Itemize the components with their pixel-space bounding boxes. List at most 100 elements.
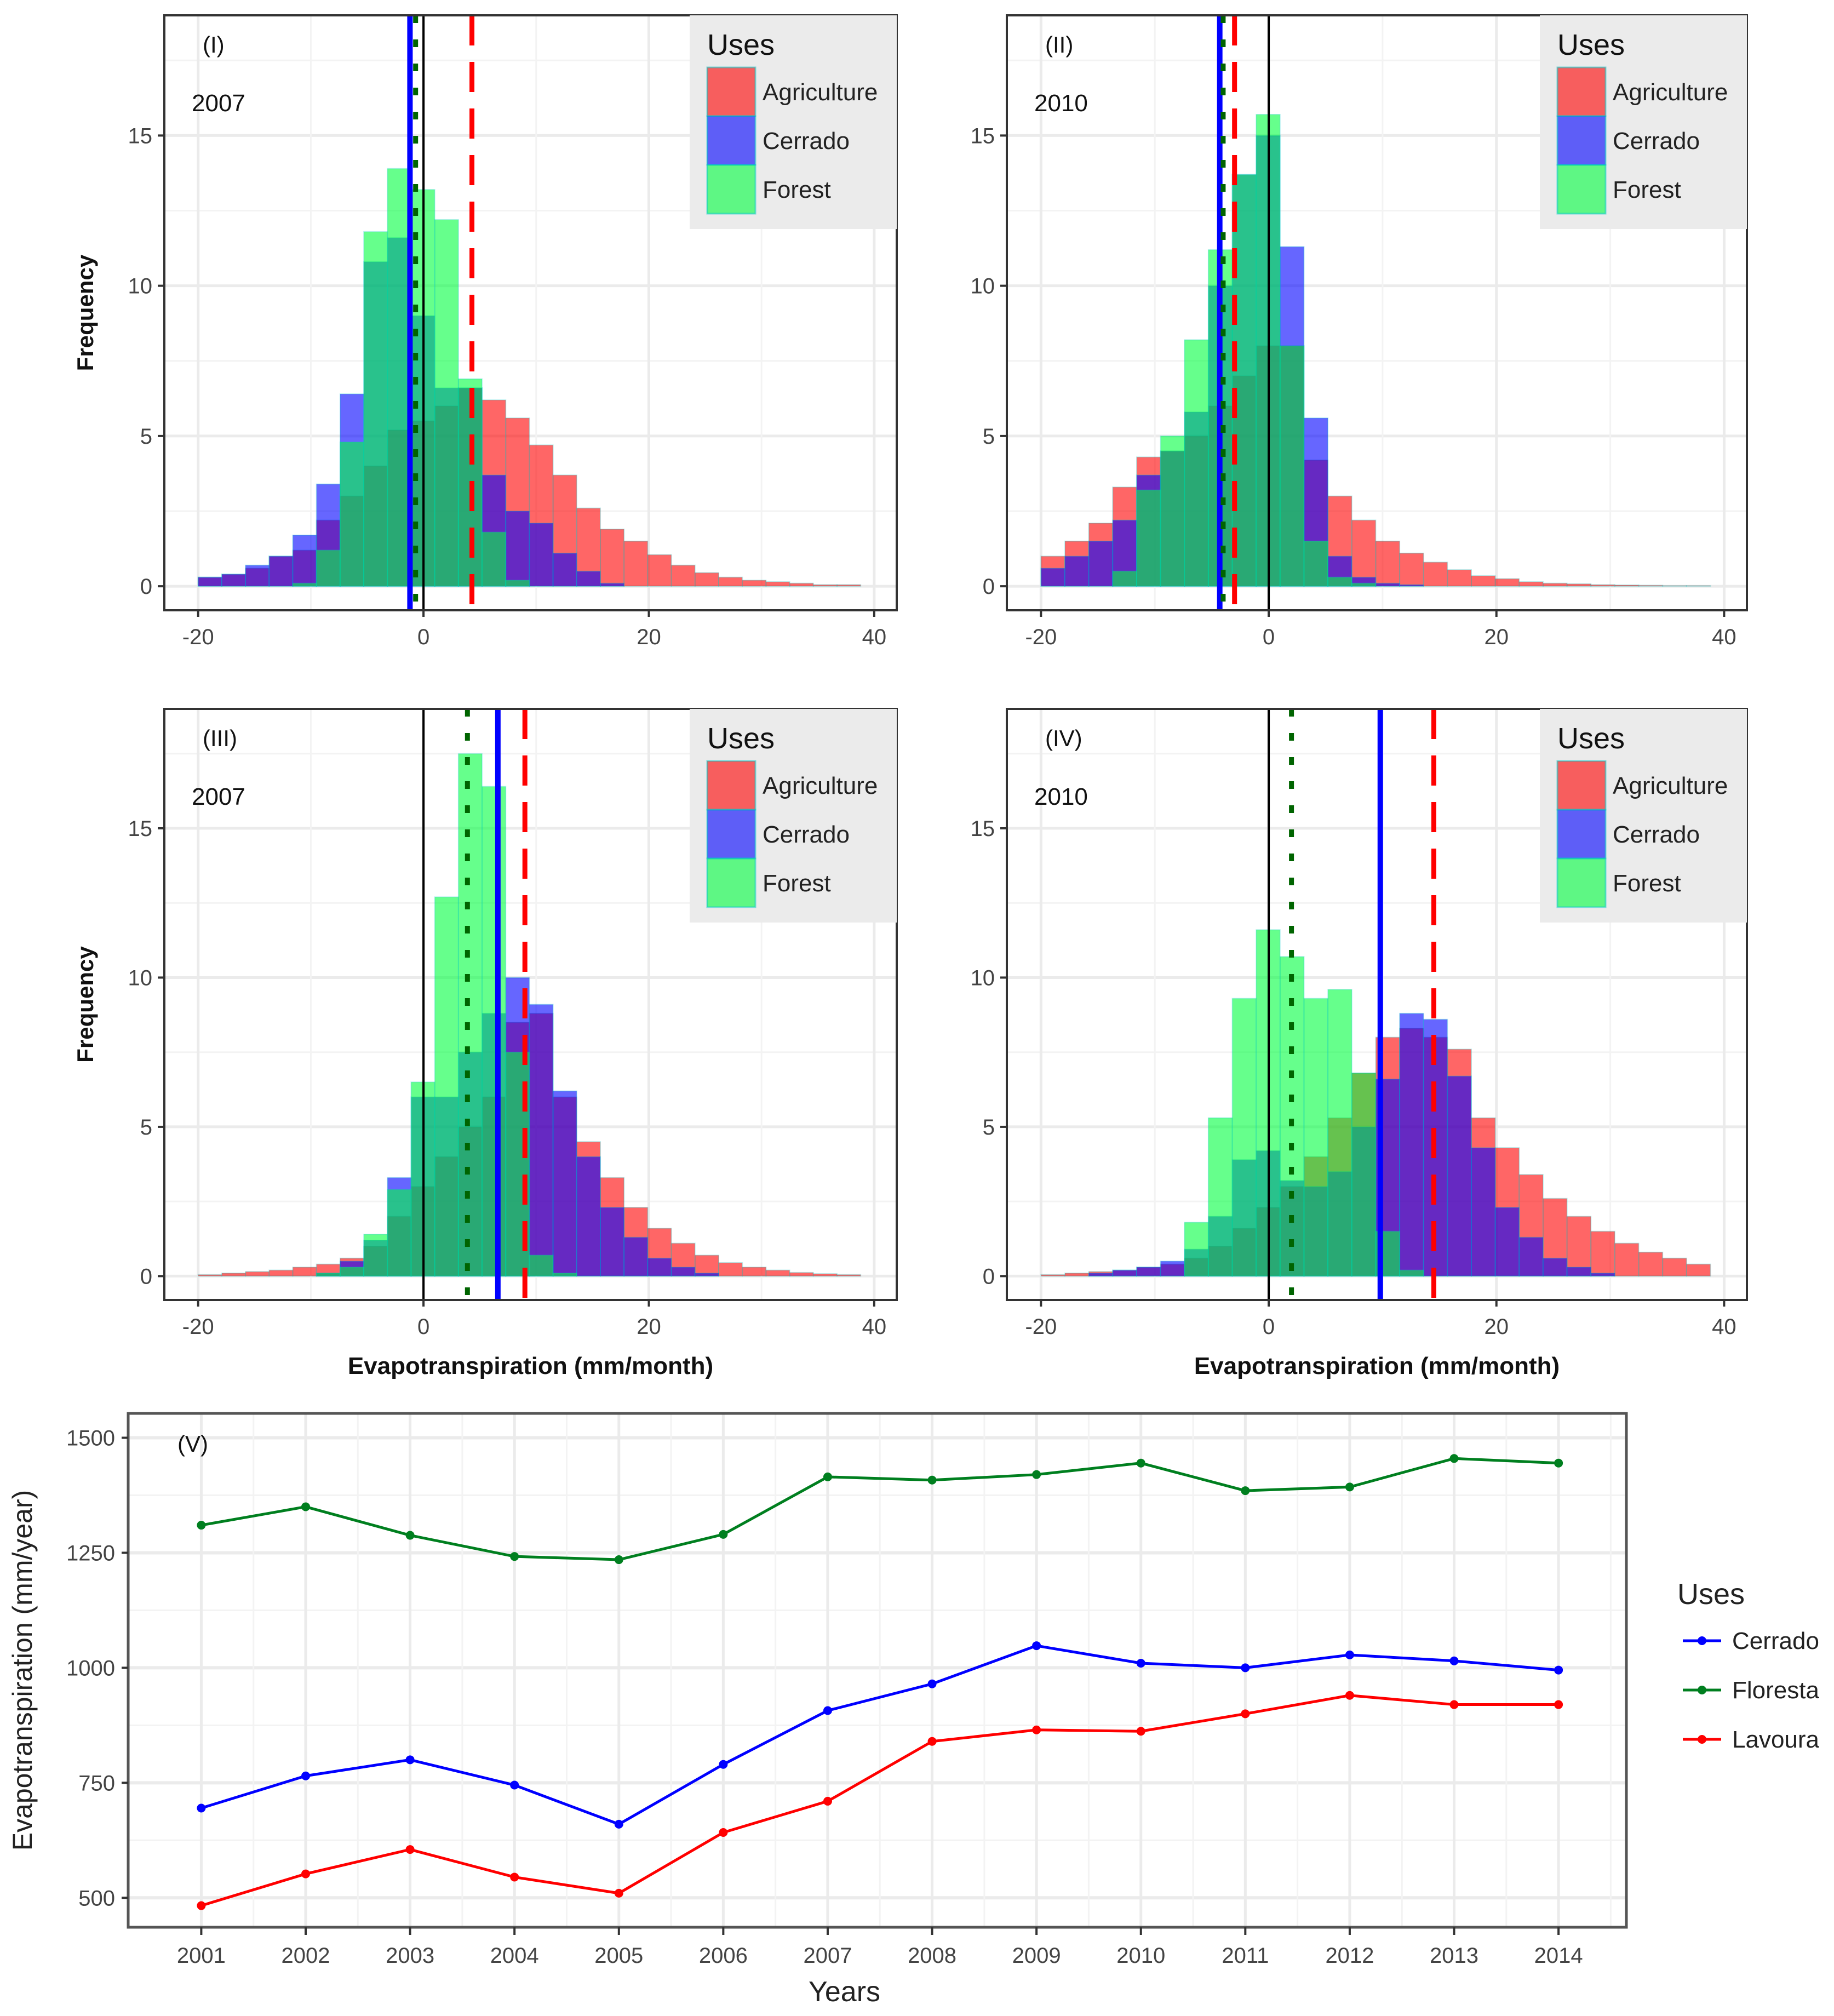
y-tick-label: 15 xyxy=(971,817,995,841)
data-point-lavoura xyxy=(1449,1700,1459,1709)
histogram-bar-agriculture xyxy=(789,1272,814,1277)
histogram-bar-cerrado xyxy=(1064,555,1090,587)
histogram-bar-cerrado xyxy=(694,1272,720,1277)
histogram-bar-agriculture xyxy=(1518,581,1544,587)
data-point-cerrado xyxy=(1449,1656,1459,1665)
y-tick-label: 15 xyxy=(971,124,995,148)
histogram-bar-cerrado xyxy=(1040,568,1066,587)
histogram-bar-agriculture xyxy=(1662,1257,1687,1277)
histogram-bar-agriculture xyxy=(742,1267,767,1277)
x-tick-label: 2011 xyxy=(1222,1944,1269,1968)
histogram-bar-cerrado xyxy=(1088,540,1114,587)
histogram-bar-forest xyxy=(1351,1072,1377,1277)
histogram-bar-cerrado xyxy=(552,1090,577,1277)
data-point-floresta xyxy=(1136,1458,1145,1468)
y-tick-label: 750 xyxy=(78,1771,115,1795)
histogram-bar-agriculture xyxy=(1542,582,1568,587)
data-point-floresta xyxy=(301,1502,311,1511)
plot-background xyxy=(128,1413,1626,1927)
histogram-bar-forest xyxy=(1327,576,1352,587)
histogram-bar-agriculture xyxy=(221,1272,247,1277)
y-tick-label: 10 xyxy=(971,966,995,990)
data-point-floresta xyxy=(1554,1458,1563,1468)
data-point-cerrado xyxy=(927,1679,937,1688)
histogram-bar-cerrado xyxy=(1399,584,1424,587)
y-tick-label: 10 xyxy=(971,274,995,299)
legend-label-cerrado: Cerrado xyxy=(763,128,850,154)
histogram-bar-cerrado xyxy=(1447,1075,1472,1277)
histogram-bar-forest xyxy=(1399,1269,1424,1277)
data-point-floresta xyxy=(927,1475,937,1485)
histogram-bar-forest xyxy=(1136,489,1161,587)
x-tick-label: 0 xyxy=(1263,625,1275,649)
data-point-lavoura xyxy=(614,1888,623,1898)
histogram-bar-cerrado xyxy=(552,552,577,587)
histogram-bar-forest xyxy=(552,1272,577,1277)
x-tick-label: 20 xyxy=(1484,1315,1509,1339)
panel-label: (V) xyxy=(177,1431,208,1457)
data-point-lavoura xyxy=(1345,1691,1354,1700)
data-point-floresta xyxy=(614,1555,623,1565)
histogram-bar-forest xyxy=(505,580,530,587)
data-point-floresta xyxy=(1449,1454,1459,1463)
histogram-bar-agriculture xyxy=(670,564,696,587)
data-point-cerrado xyxy=(510,1780,519,1790)
histogram-bar-agriculture xyxy=(1494,578,1520,587)
legend-key-agriculture xyxy=(706,760,756,811)
histogram-bar-agriculture xyxy=(742,580,767,587)
histogram-bar-cerrado xyxy=(268,555,294,587)
histogram-bar-forest xyxy=(1231,998,1257,1277)
histogram-bar-cerrado xyxy=(670,1267,696,1277)
histogram-bar-cerrado xyxy=(1088,1272,1114,1277)
data-point-floresta xyxy=(1345,1482,1354,1492)
histogram-bar-cerrado xyxy=(1518,1236,1544,1277)
histogram-bar-cerrado xyxy=(529,522,554,587)
histogram-bar-cerrado xyxy=(576,570,601,587)
histogram-panel-4: 0 5 10 15 -20 0 20 40 (IV) 2010 Evapotranspiration… xyxy=(971,708,1748,1379)
histogram-bar-agriculture xyxy=(1686,1263,1711,1277)
legend-key-cerrado xyxy=(1556,809,1607,860)
legend-title: Uses xyxy=(1557,722,1625,755)
histogram-bar-forest xyxy=(1184,1222,1209,1277)
x-tick-label: 2014 xyxy=(1534,1944,1583,1968)
histogram-bar-cerrado xyxy=(1136,1267,1161,1277)
histogram-bar-forest xyxy=(1207,1117,1233,1277)
legend-label-cerrado: Cerrado xyxy=(1613,128,1700,154)
line-chart-panel-v: 500 750 1000 1250 1500 2001 2002 2003 2004 2005 20… xyxy=(7,1412,1820,2008)
data-point-cerrado xyxy=(614,1819,623,1829)
legend-key-forest xyxy=(1556,164,1607,215)
histogram-bar-agriculture xyxy=(1447,569,1472,587)
y-tick-label: 1500 xyxy=(66,1427,115,1451)
x-tick-label: 0 xyxy=(417,1315,429,1339)
y-tick-label: 5 xyxy=(140,1115,152,1139)
x-tick-label: 2006 xyxy=(699,1944,748,1968)
histogram-bar-forest xyxy=(434,219,459,587)
histogram-bar-forest xyxy=(482,531,507,587)
legend-title: Uses xyxy=(1677,1578,1745,1611)
y-tick-label: 10 xyxy=(128,274,153,299)
x-axis-title: Evapotranspiration (mm/month) xyxy=(1194,1353,1560,1379)
y-tick-label: 0 xyxy=(983,575,995,599)
panel-border xyxy=(163,708,898,1301)
y-tick-label: 5 xyxy=(140,425,152,449)
y-tick-label: 10 xyxy=(128,966,153,990)
data-point-floresta xyxy=(1241,1486,1250,1496)
legend-key-forest xyxy=(706,857,756,908)
y-tick-label: 1250 xyxy=(66,1541,115,1565)
legend-label-cerrado: Cerrado xyxy=(1732,1628,1819,1654)
y-tick-label: 0 xyxy=(140,575,152,599)
data-point-cerrado xyxy=(1136,1658,1145,1668)
x-axis-title: Years xyxy=(809,1976,880,2008)
histogram-bar-agriculture xyxy=(268,1269,294,1277)
panel-year: 2010 xyxy=(1034,90,1088,117)
histogram-bar-cerrado xyxy=(1112,1269,1137,1277)
data-point-floresta xyxy=(510,1552,519,1561)
y-tick-label: 15 xyxy=(128,124,153,148)
x-tick-label: 40 xyxy=(862,1315,887,1339)
histogram-bar-forest xyxy=(1279,345,1305,587)
data-point-lavoura xyxy=(823,1796,832,1806)
legend-key-cerrado xyxy=(706,809,756,860)
y-tick-label: 15 xyxy=(128,817,153,841)
histogram-bar-agriculture xyxy=(1614,584,1640,587)
data-point-cerrado xyxy=(405,1755,415,1765)
